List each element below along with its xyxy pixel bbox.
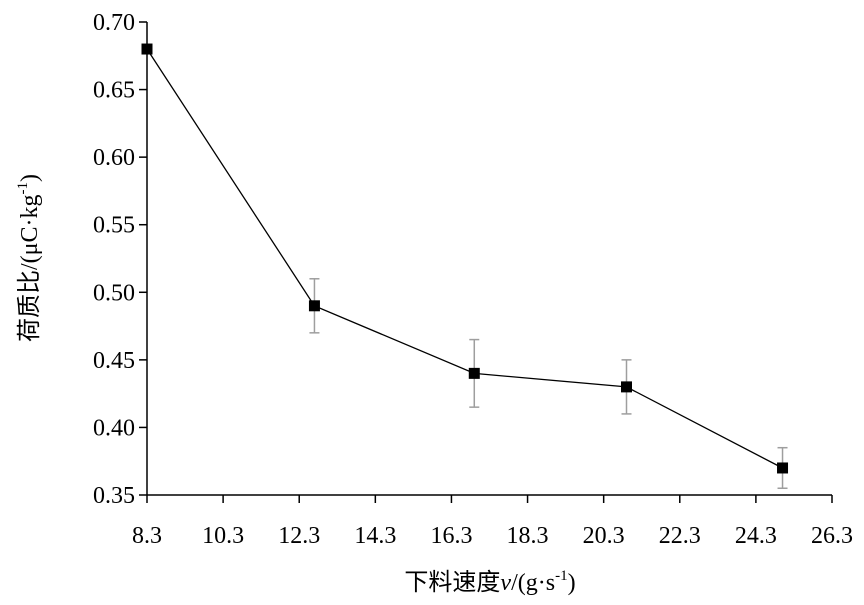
x-tick-label: 8.3 <box>132 523 162 549</box>
y-axis-title-unit: /(μC·kg <box>17 194 43 270</box>
y-tick-label: 0.65 <box>93 78 135 104</box>
y-axis-title-main: 荷质比 <box>15 270 43 342</box>
y-tick-label: 0.40 <box>93 415 135 441</box>
x-tick-label: 10.3 <box>202 523 244 549</box>
x-axis-title-var: v <box>500 570 511 596</box>
data-point <box>468 367 480 379</box>
data-point <box>308 300 320 312</box>
x-tick-label: 18.3 <box>507 523 549 549</box>
x-tick-label: 16.3 <box>430 523 472 549</box>
y-axis-ticks: 0.35 0.40 0.45 0.50 0.55 0.60 0.65 0.70 <box>93 10 147 509</box>
series <box>141 43 789 474</box>
x-tick-label: 24.3 <box>735 523 777 549</box>
y-tick-label: 0.55 <box>93 213 135 239</box>
x-axis-title-close: ) <box>568 570 576 596</box>
x-axis-title-main: 下料速度 <box>404 568 500 596</box>
x-axis-ticks: 8.3 10.3 12.3 14.3 16.3 18.3 20.3 22.3 24.3 26.3 <box>132 495 853 549</box>
y-axis-title-sup: -1 <box>15 182 31 195</box>
x-tick-label: 22.3 <box>659 523 701 549</box>
x-tick-label: 14.3 <box>354 523 396 549</box>
x-tick-label: 26.3 <box>811 523 853 549</box>
error-bars <box>309 278 788 489</box>
y-tick-label: 0.35 <box>93 483 135 509</box>
y-axis-title: 荷质比/(μC·kg-1) <box>15 174 43 342</box>
data-point <box>141 43 153 55</box>
data-point <box>777 462 789 474</box>
y-tick-label: 0.45 <box>93 348 135 374</box>
x-axis-title-unit: /(g·s <box>511 570 555 596</box>
x-axis-title: 下料速度v/(g·s-1) <box>404 568 575 596</box>
data-point <box>621 381 632 393</box>
x-tick-label: 20.3 <box>583 523 625 549</box>
y-tick-label: 0.60 <box>93 145 135 171</box>
y-tick-label: 0.70 <box>93 10 135 36</box>
series-line <box>146 48 783 469</box>
x-tick-label: 12.3 <box>278 523 320 549</box>
x-axis-title-sup: -1 <box>555 568 568 584</box>
y-axis-title-close: ) <box>17 174 43 182</box>
y-tick-label: 0.50 <box>93 280 135 306</box>
